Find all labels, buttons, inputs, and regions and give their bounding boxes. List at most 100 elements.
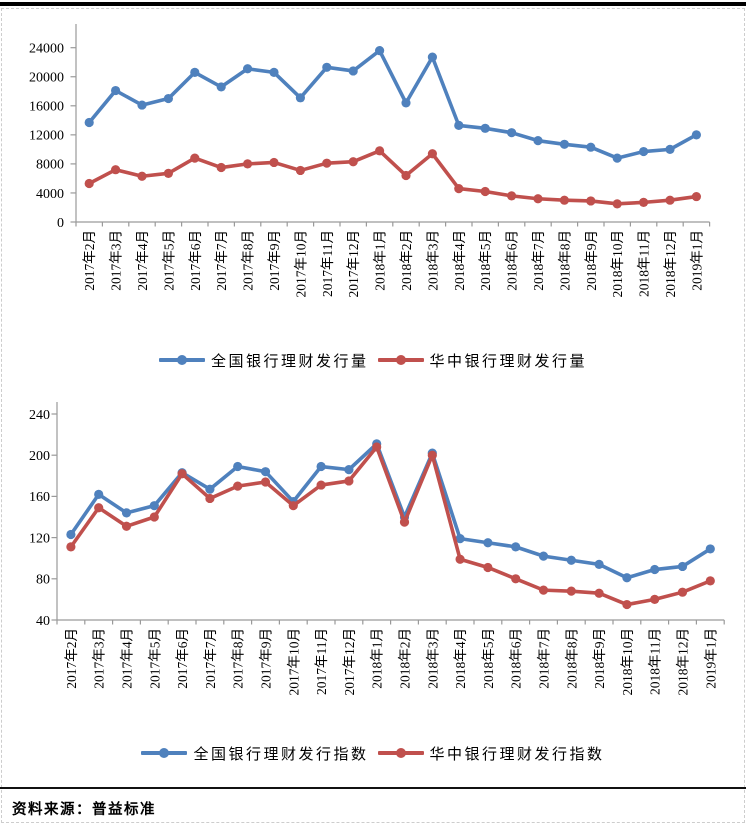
data-point-marker [66, 529, 76, 540]
data-point-marker [677, 587, 688, 597]
line-marker-swatch-icon [158, 355, 205, 365]
x-axis-tick-label: 2017年6月 [175, 628, 190, 689]
x-axis-tick-label: 2017年7月 [203, 628, 218, 689]
y-axis-tick-label: 200 [29, 449, 50, 464]
line-marker-swatch-icon [141, 748, 188, 758]
x-axis-tick-label: 2018年8月 [564, 628, 579, 689]
data-point-marker [480, 123, 490, 133]
y-axis-tick-label: 160 [29, 490, 50, 505]
data-point-marker [348, 157, 358, 167]
data-point-marker [344, 465, 354, 475]
data-point-marker [507, 128, 517, 138]
data-point-marker [622, 573, 632, 583]
legend-item-central-china-index: 华中银行理财发行指数 [377, 743, 605, 764]
chart-index: 40 80 120 160 200 240 2017年2月 2017年3月 2017年4月 201… [29, 402, 725, 696]
x-axis-tick-label: 2019年1月 [703, 628, 718, 689]
x-axis-tick-label: 2018年1月 [370, 628, 385, 689]
chart-index-axes [51, 402, 725, 625]
x-axis-tick-label: 2018年5月 [478, 230, 493, 291]
x-axis-tick-label: 2018年9月 [592, 628, 607, 689]
data-point-marker [322, 158, 332, 168]
data-point-marker [559, 139, 570, 149]
chart-volume-series-0 [84, 46, 702, 163]
legend-label-national-volume: 全国银行理财发行量 [210, 353, 369, 370]
data-point-marker [375, 146, 385, 156]
data-point-marker [427, 450, 437, 460]
data-point-marker [163, 93, 173, 104]
chart-index-series-0 [66, 439, 715, 583]
x-axis-tick-label: 2018年4月 [453, 628, 468, 689]
data-point-marker [594, 588, 604, 598]
y-axis-tick-label: 8000 [36, 158, 64, 173]
data-point-marker [586, 196, 596, 206]
series-line [87, 48, 699, 160]
chart-volume: 0 4000 8000 12000 16000 20000 24000 2017年2月 2017… [29, 24, 711, 298]
chart-volume-axes [70, 24, 711, 227]
source-note: 资料来源：普益标准 [12, 802, 156, 818]
data-point-marker [639, 146, 649, 157]
data-point-marker [566, 586, 576, 596]
x-axis-tick-label: 2018年4月 [452, 230, 467, 291]
data-point-marker [594, 559, 604, 569]
data-point-marker [511, 574, 521, 584]
data-point-marker [260, 477, 271, 487]
y-axis-tick-label: 0 [57, 216, 64, 231]
data-point-marker [177, 469, 187, 479]
chart-index-series-1 [66, 442, 715, 610]
data-point-marker [137, 100, 147, 110]
data-point-marker [427, 149, 437, 159]
data-point-marker [84, 178, 94, 189]
series-line [69, 442, 713, 580]
data-point-marker [316, 480, 326, 490]
data-point-marker [216, 82, 226, 92]
x-axis-tick-label: 2018年10月 [610, 230, 625, 298]
data-point-marker [399, 517, 410, 527]
data-point-marker [94, 503, 104, 513]
data-point-marker [427, 52, 437, 62]
x-axis-tick-label: 2017年8月 [241, 230, 256, 291]
x-axis-tick-label: 2018年7月 [531, 230, 546, 291]
data-point-marker [190, 67, 200, 77]
x-axis-tick-label: 2018年9月 [584, 230, 599, 291]
data-point-marker [149, 512, 159, 522]
y-axis-tick-label: 40 [36, 614, 50, 629]
line-marker-swatch-icon [377, 748, 424, 758]
data-point-marker [612, 199, 622, 209]
x-axis-tick-label: 2017年3月 [109, 230, 124, 291]
x-axis-tick-label: 2017年11月 [314, 628, 329, 695]
data-point-marker [269, 157, 279, 168]
x-axis-tick-label: 2019年1月 [689, 230, 704, 291]
source-divider-rule [0, 787, 746, 789]
top-border-rule [0, 2, 746, 6]
x-axis-tick-label: 2018年3月 [425, 230, 440, 291]
x-axis-tick-label: 2017年4月 [120, 628, 135, 689]
data-point-marker [111, 85, 121, 96]
data-point-marker [401, 170, 411, 181]
y-axis-tick-label: 16000 [29, 100, 64, 115]
data-point-marker [233, 461, 243, 472]
data-point-marker [121, 508, 132, 518]
data-point-marker [507, 191, 517, 201]
x-axis-tick-label: 2018年12月 [676, 628, 691, 696]
data-point-marker [622, 599, 632, 610]
data-point-marker [455, 534, 465, 544]
data-point-marker [94, 489, 104, 499]
x-axis-tick-label: 2018年1月 [373, 230, 388, 291]
x-axis-tick-label: 2018年2月 [399, 230, 414, 291]
legend-label-national-index: 全国银行理财发行指数 [193, 746, 369, 763]
data-point-marker [612, 153, 622, 163]
data-point-marker [639, 197, 649, 207]
x-axis-tick-label: 2017年2月 [64, 628, 79, 689]
x-axis-tick-label: 2018年6月 [509, 628, 524, 689]
data-point-marker [455, 554, 465, 564]
y-axis-tick-label: 240 [29, 408, 50, 423]
legend-label-central-china-volume: 华中银行理财发行量 [429, 353, 588, 370]
data-point-marker [111, 165, 121, 175]
volume-chart-legend: 全国银行理财发行量 华中银行理财发行量 [0, 347, 746, 373]
x-axis-tick-label: 2017年10月 [286, 628, 301, 696]
data-point-marker [538, 585, 549, 595]
data-point-marker [190, 153, 200, 163]
data-point-marker [511, 542, 521, 552]
data-point-marker [483, 562, 493, 573]
x-axis-tick-label: 2018年10月 [620, 628, 635, 696]
